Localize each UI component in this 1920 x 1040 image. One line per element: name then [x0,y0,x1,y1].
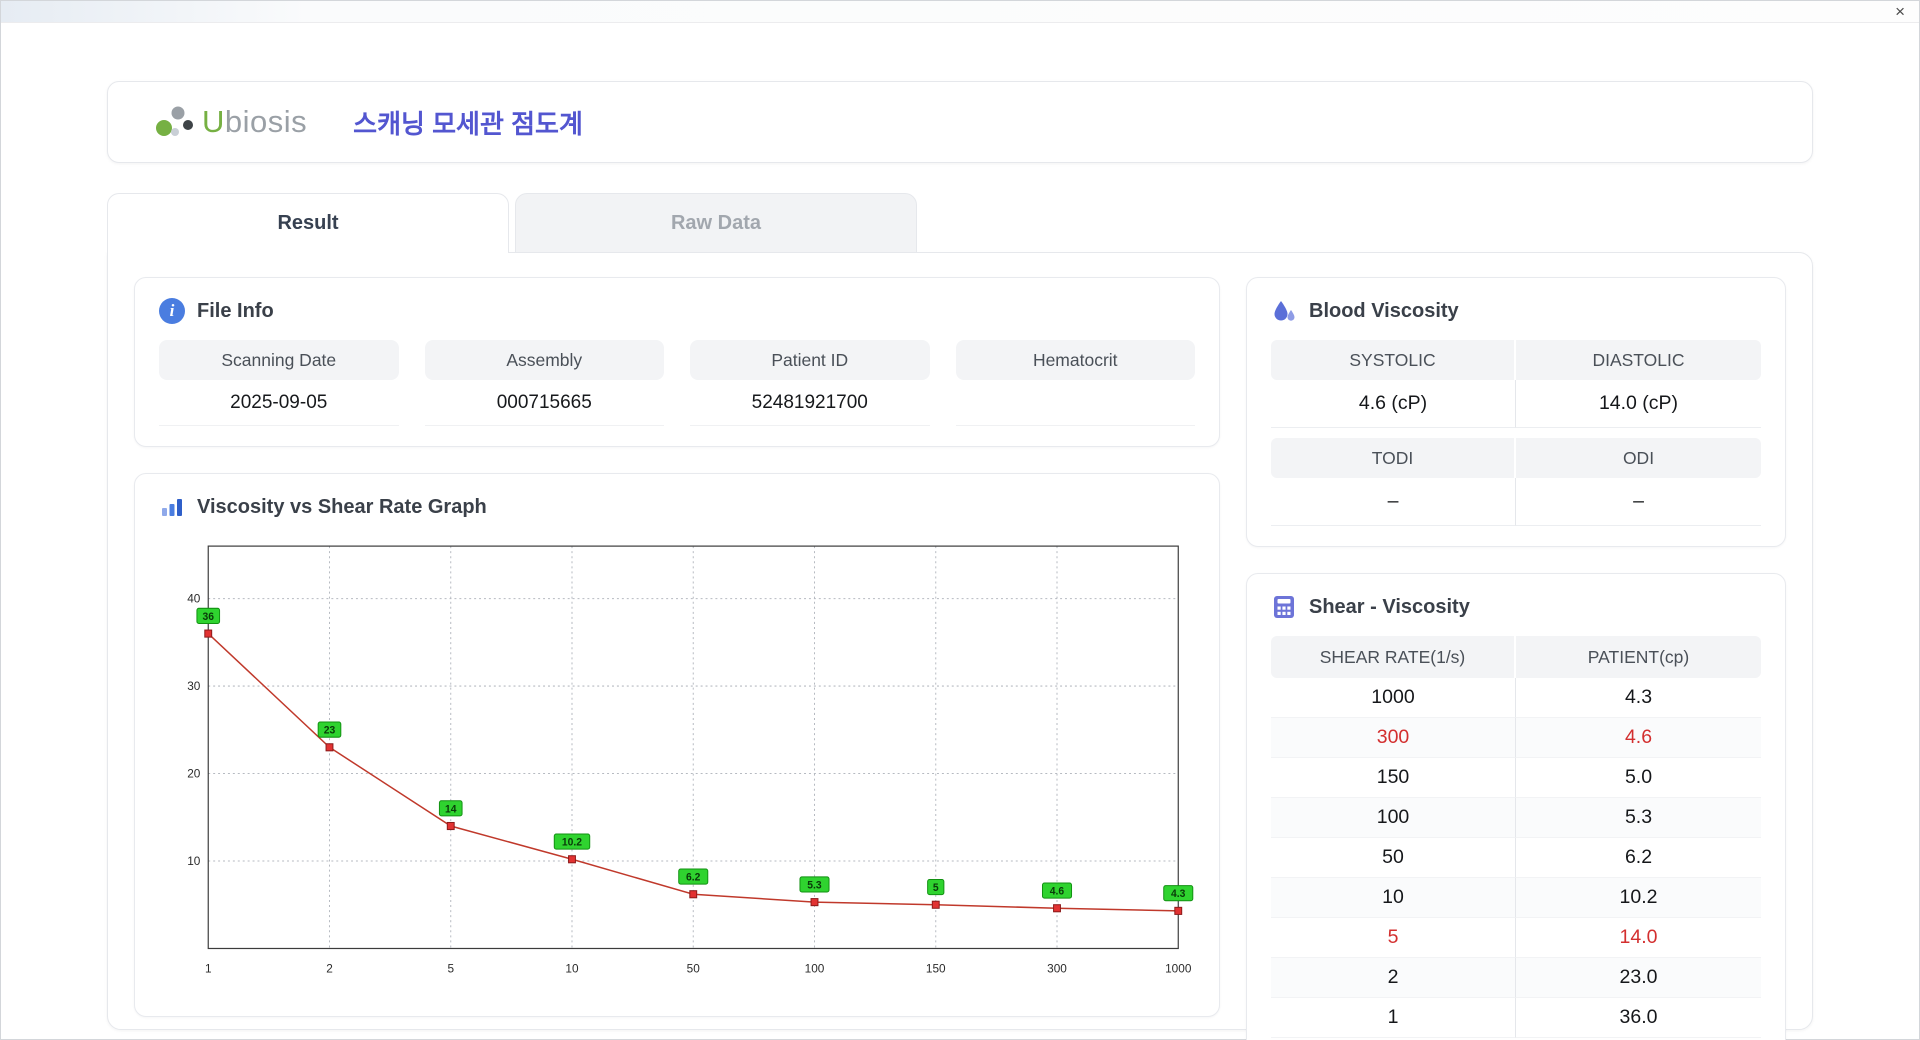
shear-viscosity-card: Shear - Viscosity SHEAR RATE(1/s) PATIEN… [1246,573,1786,1040]
app-title: 스캐닝 모세관 점도계 [353,108,583,139]
droplet-icon [1271,298,1297,324]
calculator-icon [1271,594,1297,620]
patient-viscosity-value: 5.0 [1516,758,1761,798]
patient-viscosity-value: 6.2 [1516,838,1761,878]
svg-text:30: 30 [187,679,200,693]
file-info-card: i File Info Scanning Date 2025-09-05 Ass… [134,277,1220,447]
assembly-field: Assembly 000715665 [424,340,664,426]
svg-text:23: 23 [324,726,336,737]
svg-text:4.6: 4.6 [1050,886,1065,897]
svg-text:50: 50 [687,962,700,976]
logo-dots-icon [152,101,198,143]
svg-text:10: 10 [565,962,578,976]
field-value: 52481921700 [690,380,930,426]
blood-viscosity-title: Blood Viscosity [1309,299,1459,322]
info-icon: i [159,298,185,324]
svg-text:36: 36 [202,612,214,623]
window-titlebar: × [1,1,1919,23]
blood-viscosity-card: Blood Viscosity SYSTOLIC DIASTOLIC 4.6 (… [1246,277,1786,547]
patient-id-field: Patient ID 52481921700 [690,340,930,426]
odi-value: – [1516,478,1761,526]
shear-rate-value: 300 [1271,718,1516,758]
svg-text:10.2: 10.2 [562,838,582,849]
shear-rate-value: 100 [1271,798,1516,838]
field-label: Hematocrit [955,340,1195,380]
svg-text:1: 1 [205,962,212,976]
svg-text:100: 100 [805,962,825,976]
diastolic-value: 14.0 (cP) [1516,380,1761,428]
svg-text:150: 150 [926,962,946,976]
shear-rate-value: 150 [1271,758,1516,798]
shear-rate-column-header: SHEAR RATE(1/s) [1271,636,1516,678]
patient-viscosity-value: 4.3 [1516,678,1761,718]
blood-viscosity-table: SYSTOLIC DIASTOLIC 4.6 (cP) 14.0 (cP) TO… [1271,340,1761,526]
hematocrit-field: Hematocrit [955,340,1195,426]
tab-raw-data[interactable]: Raw Data [515,193,917,253]
svg-text:4.3: 4.3 [1171,889,1186,900]
ubiosis-logo: Ubiosis [152,101,307,143]
patient-viscosity-value: 5.3 [1516,798,1761,838]
svg-text:5: 5 [933,883,939,894]
shear-rate-value: 10 [1271,878,1516,918]
shear-rate-value: 2 [1271,958,1516,998]
graph-card: Viscosity vs Shear Rate Graph 10 20 30 40 1 2… [134,473,1220,1017]
left-column: i File Info Scanning Date 2025-09-05 Ass… [134,277,1220,1017]
field-label: Scanning Date [159,340,399,380]
logo-text: Ubiosis [202,104,308,139]
field-label: Assembly [424,340,664,380]
shear-rate-value: 1 [1271,998,1516,1038]
field-value: 000715665 [424,380,664,426]
field-value: 2025-09-05 [159,380,399,426]
file-info-fields: Scanning Date 2025-09-05 Assembly 000715… [159,340,1195,426]
patient-viscosity-value: 14.0 [1516,918,1761,958]
content-card: i File Info Scanning Date 2025-09-05 Ass… [107,252,1813,1040]
patient-viscosity-value: 10.2 [1516,878,1761,918]
patient-viscosity-value: 23.0 [1516,958,1761,998]
shear-rate-value: 50 [1271,838,1516,878]
svg-text:1000: 1000 [1165,962,1192,976]
viscosity-chart: 10 20 30 40 1 2 5 10 50 100 150 300 1000 36 23 14 10.2 6.… [187,545,1194,976]
svg-text:300: 300 [1047,962,1067,976]
graph-title: Viscosity vs Shear Rate Graph [197,495,487,518]
systolic-value: 4.6 (cP) [1271,380,1516,428]
close-icon[interactable]: × [1895,2,1905,21]
svg-text:40: 40 [187,591,200,605]
field-value [955,380,1195,426]
shear-rate-value: 1000 [1271,678,1516,718]
app-body: Ubiosis 스캐닝 모세관 점도계 Result Raw Data i Fi… [1,81,1919,1040]
odi-header: ODI [1516,438,1761,478]
header-card: Ubiosis 스캐닝 모세관 점도계 [107,81,1813,163]
systolic-header: SYSTOLIC [1271,340,1516,380]
svg-text:2: 2 [326,962,333,976]
shear-rate-value: 5 [1271,918,1516,958]
chart-area: 10 20 30 40 1 2 5 10 50 100 150 300 1000 36 23 14 10.2 6.… [159,536,1195,996]
patient-viscosity-value: 4.6 [1516,718,1761,758]
right-column: Blood Viscosity SYSTOLIC DIASTOLIC 4.6 (… [1246,277,1786,1040]
svg-text:14: 14 [445,804,457,815]
todi-value: – [1271,478,1516,526]
tab-bar: Result Raw Data [107,193,1813,253]
patient-viscosity-value: 36.0 [1516,998,1761,1038]
shear-viscosity-table: SHEAR RATE(1/s) PATIENT(cp) [1271,636,1761,678]
diastolic-header: DIASTOLIC [1516,340,1761,380]
shear-table-body: 1000 4.3 300 4.6 150 5.0 100 5.3 50 6.2 10 10.2 5 14.… [1271,678,1761,1038]
svg-text:5: 5 [447,962,454,976]
bar-chart-icon [159,494,185,520]
tab-result[interactable]: Result [107,193,509,253]
svg-text:20: 20 [187,766,200,780]
field-label: Patient ID [690,340,930,380]
scanning-date-field: Scanning Date 2025-09-05 [159,340,399,426]
patient-column-header: PATIENT(cp) [1516,636,1761,678]
shear-viscosity-title: Shear - Viscosity [1309,595,1470,618]
svg-text:6.2: 6.2 [686,872,701,883]
svg-text:10: 10 [187,854,200,868]
todi-header: TODI [1271,438,1516,478]
file-info-title: File Info [197,299,274,322]
svg-text:5.3: 5.3 [807,880,822,891]
